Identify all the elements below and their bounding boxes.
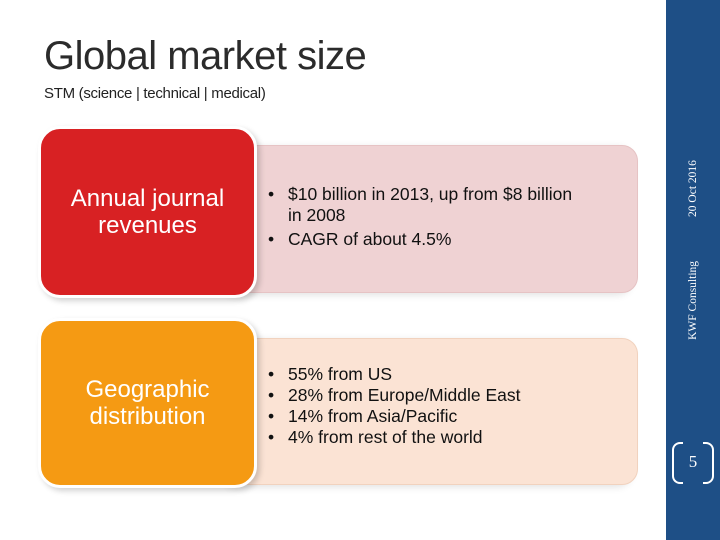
sidebar-vertical-text: KWF Consulting 20 Oct 2016 [687, 160, 699, 340]
page-number: 5 [688, 452, 698, 471]
bullet-item: CAGR of about 4.5% [268, 229, 588, 250]
sidebar-company: KWF Consulting [687, 260, 699, 340]
section-label-box-revenues: Annual journal revenues [38, 126, 257, 298]
sidebar-date: 20 Oct 2016 [687, 160, 699, 217]
bracket-right-icon [703, 442, 714, 484]
section-label: Annual journal revenues [70, 185, 225, 239]
bracket-left-icon [672, 442, 683, 484]
bullet-list-revenues: $10 billion in 2013, up from $8 billion … [268, 184, 588, 250]
slide-title: Global market size [44, 34, 367, 78]
bullet-item: $10 billion in 2013, up from $8 billion … [268, 184, 588, 226]
section-label-box-geographic: Geographic distribution [38, 318, 257, 488]
slide-subtitle: STM (science | technical | medical) [44, 85, 266, 102]
bullet-list-geographic: 55% from US 28% from Europe/Middle East … [268, 364, 598, 448]
bullet-item: 14% from Asia/Pacific [268, 406, 598, 427]
section-label: Geographic distribution [85, 376, 210, 430]
page-number-badge: 5 [666, 442, 720, 486]
bullet-item: 55% from US [268, 364, 598, 385]
right-sidebar [666, 0, 720, 540]
bullet-item: 4% from rest of the world [268, 427, 598, 448]
bullet-item: 28% from Europe/Middle East [268, 385, 598, 406]
